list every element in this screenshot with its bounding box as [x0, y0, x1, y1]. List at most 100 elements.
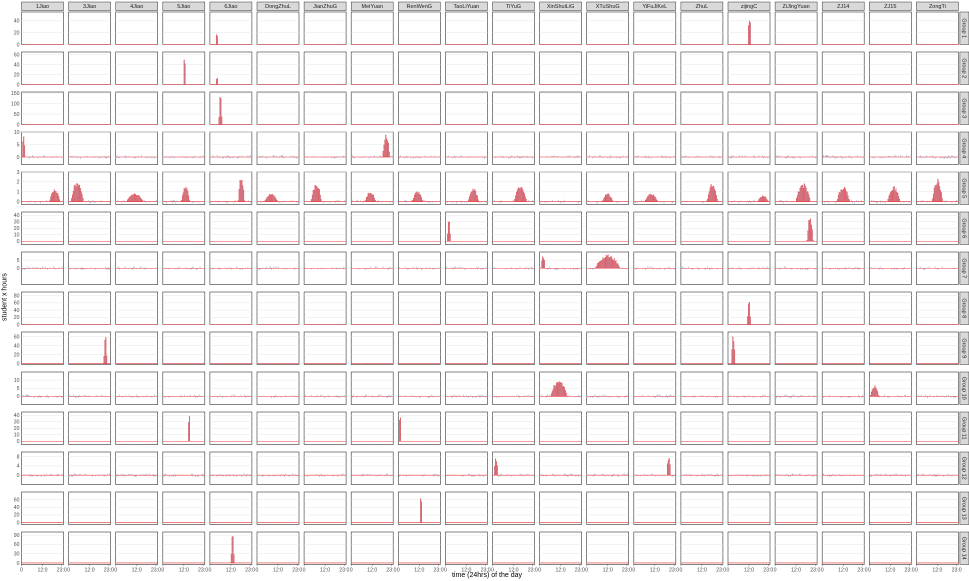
difference-bar: [46, 396, 47, 398]
difference-bar: [89, 201, 91, 204]
facet-panel: [586, 51, 630, 85]
difference-bar: [268, 157, 270, 158]
panel-frame: [115, 91, 158, 125]
difference-bar: [549, 394, 550, 397]
difference-bar: [668, 268, 669, 270]
difference-bar: [212, 155, 214, 157]
count-bar: [606, 194, 608, 202]
facet-panel: [68, 331, 111, 365]
difference-bar: [719, 200, 721, 202]
difference-bar: [916, 157, 918, 159]
count-bar: [188, 195, 190, 202]
panel-frame: [586, 291, 630, 325]
panel-frame: [115, 331, 158, 365]
difference-bar: [81, 268, 83, 270]
y-tick-label: 40: [14, 343, 20, 349]
count-bar: [79, 184, 81, 202]
difference-bar: [682, 266, 684, 269]
difference-bar: [586, 156, 588, 157]
difference-bar: [618, 396, 619, 399]
difference-bar: [681, 268, 682, 271]
panel-frame: [774, 331, 818, 365]
panel-frame: [821, 291, 865, 325]
difference-bar: [546, 201, 548, 203]
difference-bar: [901, 156, 903, 157]
facet-panel: [256, 91, 300, 125]
facet-panel: [162, 91, 206, 125]
difference-bar: [516, 395, 517, 397]
facet-panel: [162, 251, 206, 285]
facet-panel: [350, 91, 394, 125]
count-bar: [796, 195, 798, 202]
difference-bar: [380, 155, 381, 157]
difference-bar: [144, 200, 146, 202]
difference-bar: [697, 267, 699, 269]
difference-bar: [633, 155, 635, 157]
facet-panel: [774, 211, 818, 245]
difference-bar: [844, 268, 845, 270]
difference-bar: [80, 157, 81, 159]
row-strip-label: Group 6: [960, 218, 966, 238]
difference-bar: [182, 156, 183, 157]
facet-panel: [115, 51, 158, 85]
difference-bar: [552, 156, 554, 157]
count-bar: [272, 195, 274, 202]
count-bar: [23, 136, 25, 158]
count-bar: [597, 262, 600, 269]
panel-frame: [916, 291, 959, 325]
difference-bar: [575, 396, 577, 398]
facet-panel: [21, 91, 64, 125]
difference-bar: [177, 395, 179, 397]
difference-bar: [119, 268, 120, 270]
difference-bar: [476, 266, 477, 269]
difference-bar: [199, 395, 201, 397]
difference-bar: [196, 396, 197, 397]
difference-bar: [456, 267, 458, 269]
count-bar: [715, 195, 717, 202]
difference-bar: [273, 155, 275, 157]
difference-bar: [101, 395, 103, 397]
difference-bar: [240, 394, 242, 397]
difference-bar: [333, 395, 335, 397]
count-bar: [386, 140, 389, 158]
difference-bar: [701, 156, 702, 157]
difference-bar: [610, 155, 612, 157]
difference-bar: [128, 394, 130, 397]
difference-bar: [550, 268, 551, 270]
difference-bar: [413, 266, 414, 269]
difference-bar: [46, 157, 47, 158]
facet-panel: [397, 171, 441, 205]
difference-bar: [290, 157, 292, 158]
difference-bar: [453, 394, 455, 397]
count-bar: [731, 349, 733, 364]
difference-bar: [953, 268, 954, 270]
panel-frame: [21, 51, 64, 85]
difference-bar: [616, 395, 618, 397]
difference-bar: [622, 155, 624, 157]
count-bar: [708, 191, 710, 202]
facet-panel: [586, 251, 630, 285]
difference-bar: [277, 396, 278, 398]
difference-bar: [314, 396, 316, 398]
difference-bar: [563, 201, 564, 203]
difference-bar: [276, 266, 278, 269]
difference-bar: [353, 157, 354, 159]
difference-bar: [545, 396, 547, 398]
difference-bar: [519, 266, 521, 269]
difference-bar: [36, 396, 38, 398]
count-bar: [414, 192, 416, 202]
facet-panel: [868, 51, 912, 85]
difference-bar: [885, 201, 886, 204]
column-strip-label: XTuShuG: [596, 4, 620, 10]
count-bar: [470, 192, 472, 202]
count-bar: [890, 191, 892, 202]
count-bar: [765, 197, 767, 202]
difference-bar: [238, 155, 240, 157]
difference-bar: [368, 157, 370, 159]
difference-bar: [941, 266, 943, 269]
difference-bar: [893, 268, 895, 271]
difference-bar: [836, 155, 837, 157]
difference-bar: [484, 157, 485, 159]
difference-bar: [616, 201, 618, 204]
difference-bar: [779, 155, 781, 157]
